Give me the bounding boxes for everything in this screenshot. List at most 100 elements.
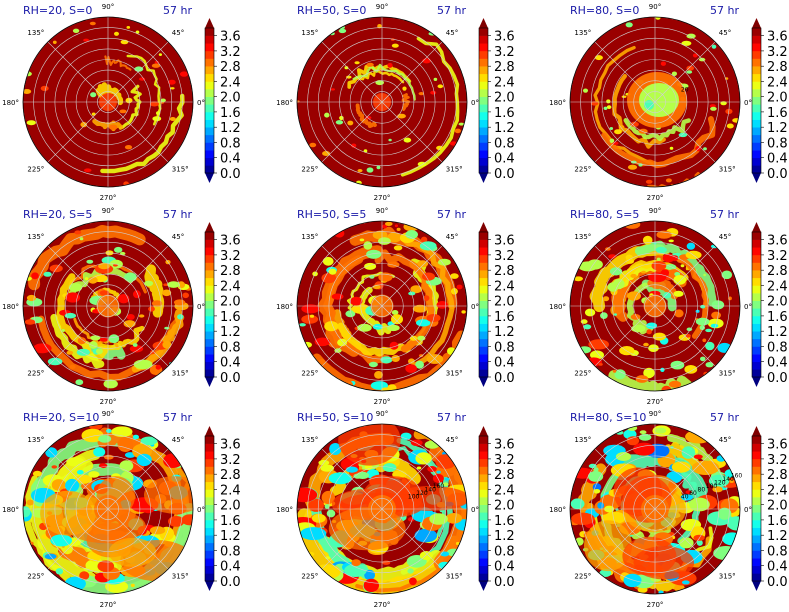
angle-tick-label: 315° (719, 573, 736, 581)
colorbar-segment (479, 58, 488, 67)
colorbar-tick-label: 1.6 (494, 310, 515, 325)
angle-tick-label: 0° (471, 99, 479, 107)
contour-cell (710, 323, 719, 328)
contour-cell (416, 319, 431, 327)
contour-cell (83, 168, 92, 173)
contour-band (50, 313, 105, 369)
angle-tick-label: 0° (471, 303, 479, 311)
contour-cell (111, 426, 133, 438)
contour-cell (437, 84, 444, 89)
colorbar-segment (479, 81, 488, 90)
polar-frame (22, 16, 194, 188)
contour-cell (721, 270, 733, 280)
contour-cell (422, 272, 435, 281)
colorbar-frame (478, 27, 489, 174)
contour-cell (168, 516, 185, 527)
colorbar-extend-min (205, 377, 214, 387)
angle-tick-label: 270° (374, 398, 391, 406)
contour-cell (163, 283, 169, 287)
radial-tick-label: 160 (731, 473, 743, 480)
contour-cell (418, 92, 424, 96)
colorbar-segment (752, 542, 761, 551)
contour-cell (598, 363, 603, 366)
colorbar-tick-label: 2.0 (767, 91, 788, 106)
contour-cell (132, 343, 138, 347)
colorbar-tick-label: 2.8 (494, 60, 515, 75)
contour-cell (444, 477, 450, 481)
contour-cell (90, 335, 101, 341)
contour-cell (625, 22, 633, 28)
angle-tick-label: 90° (102, 207, 114, 215)
contour-cell (717, 342, 732, 353)
colorbar-segment (205, 157, 214, 166)
colorbar-segment (752, 338, 761, 347)
colorbar-segment (205, 81, 214, 90)
contour-cell (113, 264, 118, 267)
contour-cell (376, 165, 381, 170)
colorbar-segment (479, 346, 488, 355)
colorbar-tick-label: 2.4 (494, 279, 515, 294)
angle-tick-label: 270° (647, 601, 664, 609)
colorbar-extend-max (479, 222, 488, 232)
contour-cell (410, 285, 423, 294)
contour-cell (646, 329, 652, 335)
colorbar-tick-label: 2.4 (767, 279, 788, 294)
contour-cell (363, 241, 373, 250)
colorbar-segment (205, 497, 214, 505)
contour-cell (357, 323, 372, 332)
colorbar-extend-min (479, 581, 488, 591)
colorbar-tick-label: 0.4 (494, 152, 515, 167)
contour-cell (162, 340, 172, 349)
contour-band (118, 84, 142, 130)
colorbar-segment (205, 104, 214, 113)
contour-cell (627, 164, 638, 170)
colorbar-tick-label: 2.4 (220, 75, 241, 90)
colorbar-segment (479, 73, 488, 82)
colorbar-segment (752, 270, 761, 279)
colorbar-segment (752, 535, 761, 544)
contour-cell (130, 583, 135, 588)
contour-cell (681, 40, 692, 46)
colorbar-segment (205, 66, 214, 75)
colorbar-segment (205, 565, 214, 574)
contour-cell (713, 546, 739, 561)
radial-tick-label: 40 (681, 493, 689, 500)
grid-spoke (321, 448, 383, 510)
grid-spoke (107, 245, 169, 307)
contour-cell (163, 453, 183, 469)
contour-cell (641, 270, 646, 274)
colorbar: 3.63.22.82.42.01.61.20.80.40.0 (478, 222, 515, 387)
colorbar-segment (752, 474, 761, 483)
colorbar-segment (205, 58, 214, 67)
contour-cell (330, 88, 335, 91)
contour-cell (312, 271, 318, 277)
colorbar-segment (752, 354, 761, 363)
angle-tick-label: 315° (719, 370, 736, 378)
contour-cell (84, 277, 89, 281)
colorbar-tick-label: 0.8 (767, 137, 788, 152)
contour-cell (88, 471, 100, 478)
contour-cell (593, 489, 601, 494)
contour-cell (89, 21, 96, 26)
colorbar-segment (479, 293, 488, 301)
contour-cell (606, 105, 612, 109)
colorbar-segment (752, 443, 761, 452)
polar-panel: 20 90° 45° 0° 315° 270° 225° 180° 135° RH=80, S=0… (549, 3, 788, 202)
contour-cell (124, 272, 137, 282)
colorbar-tick-label: 0.4 (767, 152, 788, 167)
polar-frame (569, 220, 741, 392)
contour-cell (660, 61, 667, 66)
colorbar-tick-label: 2.8 (767, 468, 788, 483)
contour-cell (408, 358, 415, 365)
colorbar-tick-label: 1.6 (220, 310, 241, 325)
contour-cell (135, 30, 140, 34)
colorbar-tick-label: 0.0 (220, 575, 241, 590)
contour-cell (349, 296, 363, 306)
angle-tick-label: 225° (301, 166, 318, 174)
contour-cell (660, 367, 665, 372)
contour-cell (335, 120, 344, 125)
contour-cell (389, 341, 399, 350)
radial-tick-label: 100 (408, 493, 420, 500)
contour-cell (79, 237, 84, 241)
